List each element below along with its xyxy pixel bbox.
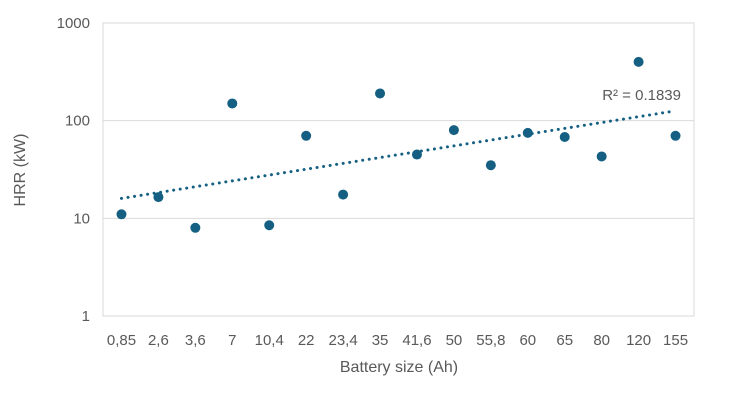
trendline: [119, 109, 678, 200]
data-point: [301, 130, 312, 141]
x-tick-label: 41,6: [402, 332, 431, 349]
y-tick-label: 1: [82, 308, 90, 325]
data-point: [264, 220, 275, 231]
x-tick-label: 0,85: [107, 332, 136, 349]
x-tick-label: 65: [556, 332, 573, 349]
data-point: [670, 130, 681, 141]
data-point: [375, 88, 386, 99]
x-tick-label: 60: [519, 332, 536, 349]
x-tick-label: 55,8: [476, 332, 505, 349]
data-point: [338, 189, 349, 200]
y-axis-title: HRR (kW): [12, 133, 29, 207]
data-point: [190, 222, 201, 233]
x-tick-label: 23,4: [328, 332, 357, 349]
x-tick-label: 7: [228, 332, 236, 349]
data-point: [633, 56, 644, 67]
data-point: [596, 151, 607, 162]
data-point: [522, 127, 533, 138]
r-squared-annotation: R² = 0.1839: [602, 87, 681, 104]
data-point: [448, 125, 459, 136]
x-tick-label: 80: [593, 332, 610, 349]
data-point: [227, 98, 238, 109]
data-point: [153, 192, 164, 203]
y-tick-label: 1000: [57, 15, 90, 32]
x-tick-label: 22: [298, 332, 315, 349]
x-tick-label: 35: [372, 332, 389, 349]
plot-border: [102, 22, 695, 317]
data-point: [411, 149, 422, 160]
x-tick-label: 10,4: [255, 332, 284, 349]
x-tick-label: 50: [446, 332, 463, 349]
x-axis-title: Battery size (Ah): [339, 359, 459, 376]
data-point: [485, 160, 496, 171]
x-tick-label: 155: [663, 332, 688, 349]
data-point: [116, 209, 127, 220]
x-tick-label: 3,6: [185, 332, 206, 349]
x-tick-label: 2,6: [148, 332, 169, 349]
y-tick-label: 10: [73, 210, 90, 227]
data-point: [559, 132, 570, 143]
x-tick-label: 120: [626, 332, 651, 349]
y-tick-label: 100: [65, 113, 90, 130]
